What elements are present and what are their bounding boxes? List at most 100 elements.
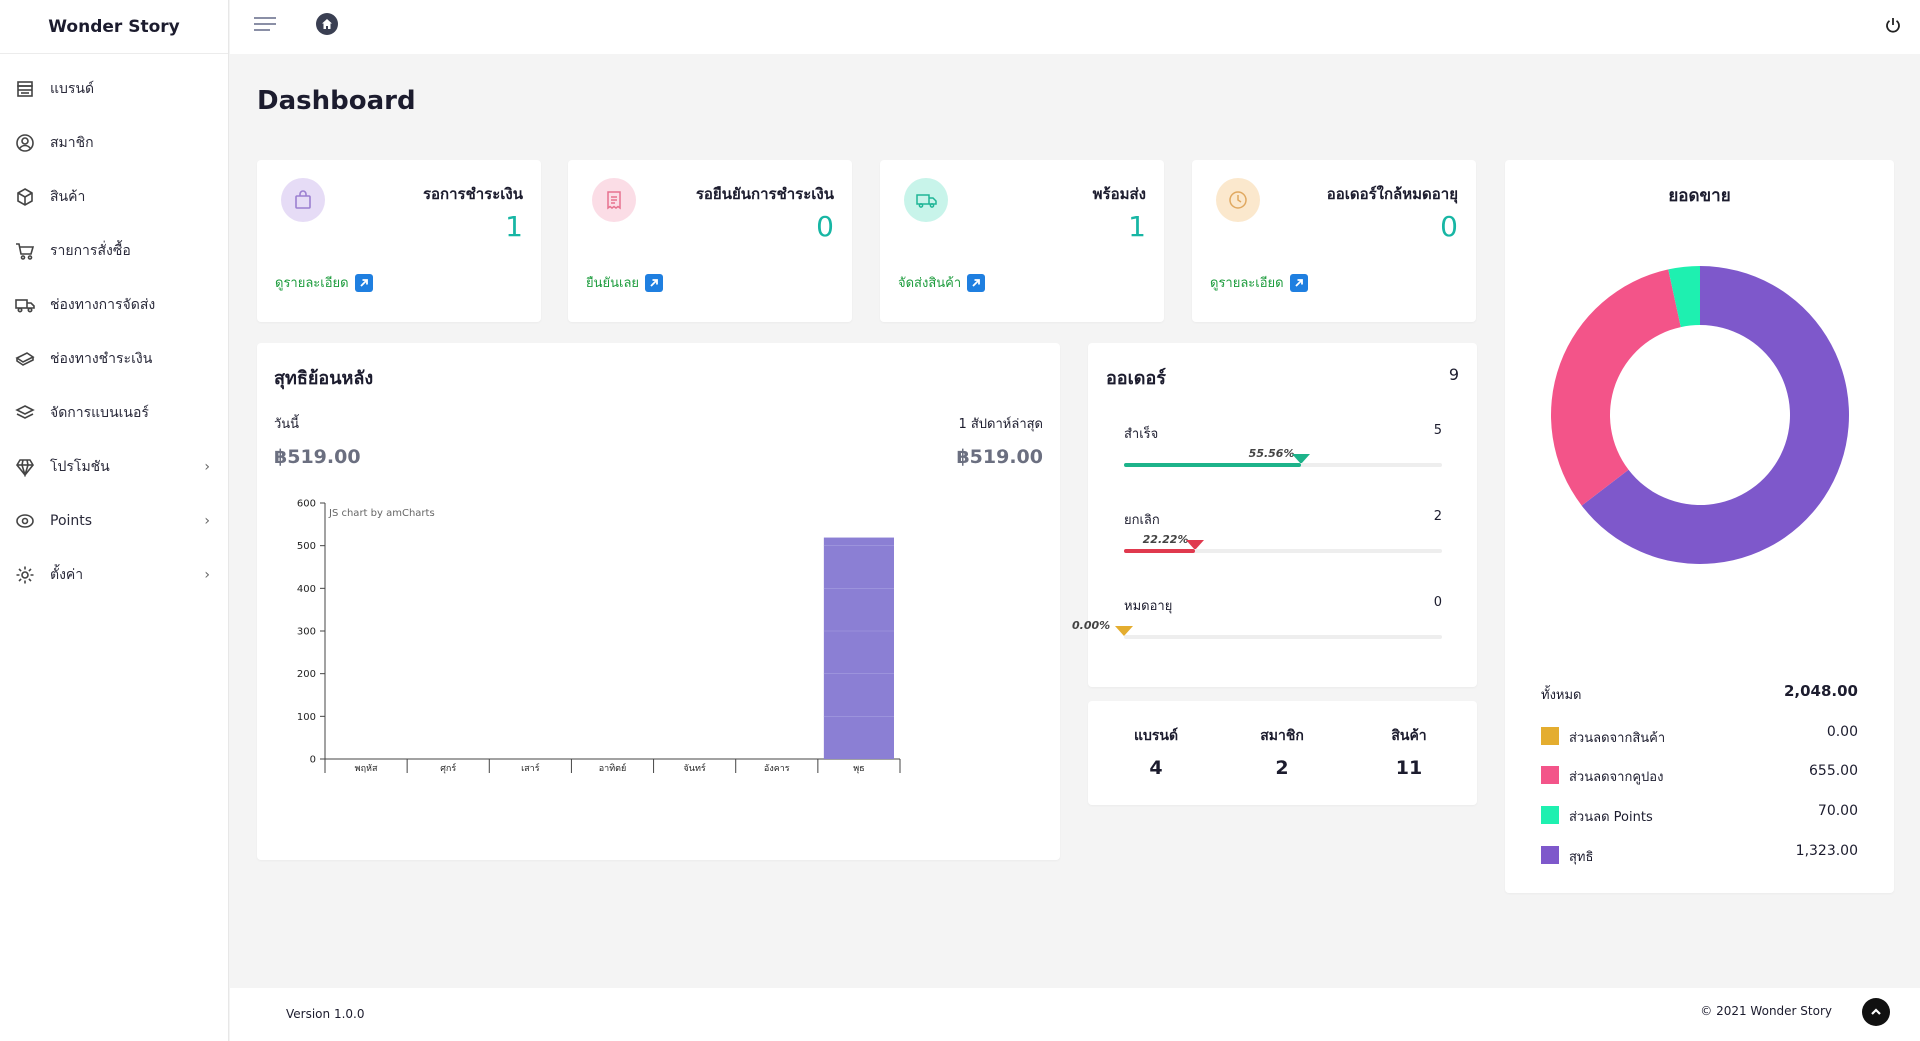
menu-toggle-icon[interactable] xyxy=(254,17,276,35)
progress-track xyxy=(1124,635,1442,639)
order-percent: 22.22% xyxy=(1142,533,1189,546)
progress-track xyxy=(1124,463,1442,467)
week-label: 1 สัปดาห์ล่าสุด xyxy=(958,417,1043,432)
bar xyxy=(823,537,894,759)
order-row-expired: หมดอายุ 0 0.00% xyxy=(1072,595,1442,655)
donut-slice xyxy=(1551,269,1681,506)
legend-swatch xyxy=(1541,806,1559,824)
stat-count: 1 xyxy=(505,210,523,243)
sidebar-item-members[interactable]: สมาชิก xyxy=(0,116,228,170)
link-label: ดูรายละเอียด xyxy=(1210,276,1284,291)
confirm-now-link[interactable]: ยืนยันเลย xyxy=(586,272,664,293)
x-tick-label: อาทิตย์ xyxy=(599,762,627,774)
clock-icon xyxy=(1216,178,1260,222)
sidebar-item-payment[interactable]: ช่องทางชำระเงิน xyxy=(0,332,228,386)
link-label: จัดส่งสินค้า xyxy=(898,276,962,291)
order-row-success: สำเร็จ 5 55.56% xyxy=(1124,423,1442,483)
sidebar-item-label: แบรนด์ xyxy=(50,81,95,97)
percent-marker xyxy=(1291,454,1310,464)
chevron-right-icon: › xyxy=(204,567,210,583)
cart-icon xyxy=(14,240,36,262)
x-tick-label: ศุกร์ xyxy=(440,762,456,774)
external-link-icon xyxy=(645,273,664,292)
sidebar-item-label: Points xyxy=(50,513,93,529)
view-details-link[interactable]: ดูรายละเอียด xyxy=(1210,272,1308,293)
x-tick-label: อังคาร xyxy=(764,764,790,774)
sidebar-item-promotion[interactable]: โปรโมชัน › xyxy=(0,440,228,494)
legend-item: ส่วนลดจากคูปอง 655.00 xyxy=(1541,763,1858,787)
version-text: Version 1.0.0 xyxy=(286,1007,365,1021)
order-label: ยกเลิก xyxy=(1124,513,1160,528)
legend-label: ส่วนลดจากคูปอง xyxy=(1569,770,1664,785)
sidebar-item-label: สมาชิก xyxy=(50,135,94,151)
stat-title: ออเดอร์ใกล้หมดอายุ xyxy=(1326,185,1458,203)
progress-fill xyxy=(1124,549,1195,553)
sidebar-item-points[interactable]: Points › xyxy=(0,494,228,548)
stat-count: 0 xyxy=(1440,210,1458,243)
coin-icon xyxy=(14,510,36,532)
legend-swatch xyxy=(1541,727,1559,745)
order-percent: 55.56% xyxy=(1248,447,1295,460)
sidebar-item-shipping[interactable]: ช่องทางการจัดส่ง xyxy=(0,278,228,332)
count-members: สมาชิก 2 xyxy=(1222,725,1342,779)
stat-title: พร้อมส่ง xyxy=(1092,185,1146,203)
truck-icon xyxy=(14,294,36,316)
sales-total-label: ทั้งหมด xyxy=(1541,688,1582,703)
order-count: 2 xyxy=(1433,509,1442,524)
legend-swatch xyxy=(1541,846,1559,864)
sales-donut-chart xyxy=(1551,266,1849,564)
sidebar-item-brand[interactable]: แบรนด์ xyxy=(0,62,228,116)
legend-value: 0.00 xyxy=(1826,724,1858,740)
count-brands: แบรนด์ 4 xyxy=(1096,725,1216,779)
home-icon[interactable] xyxy=(316,13,338,35)
brand-logo[interactable]: Wonder Story xyxy=(0,0,228,54)
legend-swatch xyxy=(1541,766,1559,784)
chevron-right-icon: › xyxy=(204,513,210,529)
stat-card-pending-payment: รอการชำระเงิน 1 ดูรายละเอียด xyxy=(257,160,541,322)
sales-total-value: 2,048.00 xyxy=(1783,682,1858,700)
sidebar-item-banner[interactable]: จัดการแบนเนอร์ xyxy=(0,386,228,440)
count-value: 11 xyxy=(1395,757,1423,779)
y-tick-label: 400 xyxy=(297,584,316,595)
truck-icon xyxy=(904,178,948,222)
store-icon xyxy=(14,78,36,100)
stat-card-awaiting-confirmation: รอยืนยันการชำระเงิน 0 ยืนยันเลย xyxy=(568,160,852,322)
chart-watermark: JS chart by amCharts xyxy=(328,508,435,519)
sidebar-item-orders[interactable]: รายการสั่งซื้อ xyxy=(0,224,228,278)
external-link-icon xyxy=(967,273,986,292)
donut-slice xyxy=(1668,266,1700,328)
percent-marker xyxy=(1185,540,1204,550)
external-link-icon xyxy=(354,273,373,292)
sidebar-item-settings[interactable]: ตั้งค่า › xyxy=(0,548,228,602)
order-row-cancelled: ยกเลิก 2 22.22% xyxy=(1124,509,1442,569)
x-tick-label: จันทร์ xyxy=(684,762,706,774)
sidebar-item-label: รายการสั่งซื้อ xyxy=(50,243,131,259)
box-icon xyxy=(14,186,36,208)
stat-count: 1 xyxy=(1128,210,1146,243)
y-tick-label: 0 xyxy=(310,755,316,766)
revenue-card: สุทธิย้อนหลัง วันนี้ 1 สัปดาห์ล่าสุด ฿51… xyxy=(257,343,1060,860)
stat-count: 0 xyxy=(816,210,834,243)
view-details-link[interactable]: ดูรายละเอียด xyxy=(275,272,373,293)
diamond-icon xyxy=(14,456,36,478)
ship-products-link[interactable]: จัดส่งสินค้า xyxy=(898,272,986,293)
sidebar: Wonder Story แบรนด์ สมาชิก สินค้า รายการ… xyxy=(0,0,229,1041)
power-icon[interactable] xyxy=(1884,16,1902,34)
sidebar-item-label: โปรโมชัน xyxy=(50,459,110,475)
scroll-top-button[interactable] xyxy=(1862,998,1890,1026)
legend-label: สุทธิ xyxy=(1569,850,1594,865)
legend-item: ส่วนลด Points 70.00 xyxy=(1541,803,1858,827)
sidebar-item-products[interactable]: สินค้า xyxy=(0,170,228,224)
count-label: สมาชิก xyxy=(1260,728,1304,744)
copyright-text: © 2021 Wonder Story xyxy=(1700,1004,1832,1018)
counts-card: แบรนด์ 4 สมาชิก 2 สินค้า 11 xyxy=(1088,701,1477,805)
order-count: 0 xyxy=(1433,595,1442,610)
count-label: สินค้า xyxy=(1391,728,1427,744)
progress-fill xyxy=(1124,463,1301,467)
orders-card: ออเดอร์ 9 สำเร็จ 5 55.56% ยกเลิก 2 22.22… xyxy=(1072,343,1477,687)
count-products: สินค้า 11 xyxy=(1349,725,1469,779)
external-link-icon xyxy=(1289,273,1308,292)
percent-marker xyxy=(1115,626,1133,636)
gear-icon xyxy=(14,564,36,586)
today-label: วันนี้ xyxy=(274,417,300,432)
